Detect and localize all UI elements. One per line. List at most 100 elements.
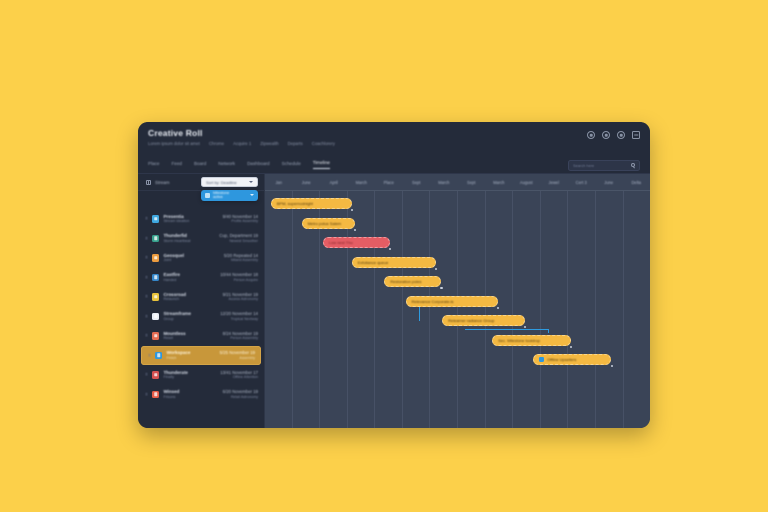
gantt-bar[interactable]: BPM, supernodnight xyxy=(270,198,352,209)
tab-place[interactable]: Place xyxy=(148,160,160,166)
tab-timeline[interactable]: Timeline xyxy=(312,160,330,169)
task-dates: Cup, Department 19 xyxy=(219,233,258,239)
gantt-bar[interactable]: Low nest Thu xyxy=(322,237,391,248)
dependency-node[interactable] xyxy=(353,228,356,231)
drag-handle-icon[interactable]: ⠿ xyxy=(145,391,148,397)
drag-handle-icon[interactable]: ⠿ xyxy=(145,235,148,241)
task-meta-block: 9/21 November 19 Access Astronomy xyxy=(214,292,258,302)
dropdown-option-milestone[interactable]: Milestone active xyxy=(201,189,258,201)
timeline-header: Jan June April March Place Sept March Sept March… xyxy=(265,174,650,191)
nav-bar: Place Feed Board Network Dashboard Sched… xyxy=(138,156,650,174)
drag-handle-icon[interactable]: ⠿ xyxy=(148,352,151,358)
gantt-bar[interactable]: Sec. Milestone tooldrop xyxy=(492,334,572,346)
task-owner: Newest Smoother xyxy=(229,238,258,243)
task-subtitle: Frisons xyxy=(163,394,176,399)
task-row[interactable]: ⠿ Mountless Reset 8/24 November 19 Person As… xyxy=(138,326,264,346)
header-subtitle-2[interactable]: Acquire 1 xyxy=(233,140,252,146)
task-row[interactable]: ⠿ Presentia Stream ideation 9/40 November 1… xyxy=(138,209,264,229)
notification-icon[interactable] xyxy=(587,131,595,139)
task-type-icon xyxy=(151,371,160,379)
task-subtitle: Joint xyxy=(163,258,172,263)
dependency-node[interactable] xyxy=(389,248,392,251)
sort-dropdown-value: Sort by: Deadline xyxy=(206,179,237,185)
gantt-bar[interactable]: Restoration poles xyxy=(384,276,442,287)
task-row[interactable]: ⠿ Eastfire Handed 10/44 November 18 Person A… xyxy=(138,268,264,288)
tab-schedule[interactable]: Schedule xyxy=(281,160,301,166)
drag-handle-icon[interactable]: ⠿ xyxy=(145,372,148,378)
task-type-icon xyxy=(154,351,163,359)
gantt-bar[interactable]: Relevance Corporate-is xyxy=(405,295,498,307)
dependency-node[interactable] xyxy=(610,365,613,368)
drag-handle-icon[interactable]: ⠿ xyxy=(145,294,148,300)
task-row[interactable]: ⠿ Geosquel Joint 5/20 Repeated 14 Miland Ass… xyxy=(138,248,264,268)
task-meta-block: Cup, Department 19 Newest Smoother xyxy=(214,233,258,243)
sort-dropdown[interactable]: Sort by: Deadline xyxy=(201,177,258,187)
dependency-node[interactable] xyxy=(570,345,573,348)
task-text-block: Workspace Finish xyxy=(166,350,207,360)
dependency-node[interactable] xyxy=(496,306,500,309)
gridline xyxy=(458,191,486,428)
search-icon[interactable] xyxy=(630,162,635,168)
drag-handle-icon[interactable]: ⠿ xyxy=(145,255,148,261)
task-row[interactable]: ⠿ Crossroad Relaunch 9/21 November 19 Access… xyxy=(138,287,264,307)
settings-icon[interactable] xyxy=(617,131,625,139)
dependency-node[interactable] xyxy=(440,287,443,290)
task-row[interactable]: ⠿ Streamframe Group 12/20 November 14 Tropic… xyxy=(138,307,264,327)
gantt-bar[interactable]: Relearner radiance Group xyxy=(442,315,525,326)
gantt-bar[interactable]: Exfoliance queue xyxy=(351,256,436,268)
grid-icon[interactable] xyxy=(146,179,151,185)
task-name: Thunderfid xyxy=(163,233,187,239)
task-text-block: Presentia Stream ideation xyxy=(163,214,210,224)
gridline xyxy=(568,191,596,428)
header-subtitle-1[interactable]: Chrome xyxy=(208,140,225,146)
task-meta-block: 9/40 November 14 Profile Assembly xyxy=(214,214,258,224)
dependency-node[interactable] xyxy=(523,326,527,329)
gridline xyxy=(293,191,321,428)
dependency-node[interactable] xyxy=(434,267,437,270)
header-subtitle-row: Lorem ipsum dolor sit amet Chrome Acquir… xyxy=(148,141,640,146)
task-owner: Profile Assembly xyxy=(231,219,258,224)
task-dates: 9/21 November 19 xyxy=(222,291,258,297)
task-owner: Person Assembly xyxy=(230,336,258,341)
task-row[interactable]: ⠿ Thunderfid Storm Heartbeat Cup, Departmen… xyxy=(138,229,264,249)
flag-icon xyxy=(205,192,210,198)
header-subtitle-3[interactable]: Zipwealth xyxy=(260,140,279,146)
task-name: Presentia xyxy=(163,213,184,219)
task-name: Geosquel xyxy=(163,252,184,258)
help-icon[interactable] xyxy=(602,131,610,139)
profile-icon[interactable] xyxy=(632,131,640,139)
task-text-block: Streamframe Group xyxy=(163,311,210,321)
task-owner: Offline Attention xyxy=(232,375,258,380)
tab-network[interactable]: Network xyxy=(218,160,236,166)
task-row[interactable]: ⠿ Workspace Finish 5/25 November 19 Assembly xyxy=(141,345,261,365)
gantt-bar[interactable]: Offline Upsellers xyxy=(532,354,612,365)
tab-dashboard[interactable]: Dashboard xyxy=(247,160,270,166)
gridline xyxy=(265,191,293,428)
dependency-node[interactable] xyxy=(350,209,353,212)
assignee-avatar xyxy=(538,356,545,363)
search-input[interactable]: Search here xyxy=(568,159,640,171)
task-name: Streamframe xyxy=(163,311,191,317)
drag-handle-icon[interactable]: ⠿ xyxy=(145,216,148,222)
gridline xyxy=(430,191,459,428)
drag-handle-icon[interactable]: ⠿ xyxy=(145,274,148,280)
task-type-icon xyxy=(151,234,160,242)
header-subtitle-0: Lorem ipsum dolor sit amet xyxy=(148,140,200,146)
gantt-bar[interactable]: Metro potus Salem xyxy=(301,217,355,229)
task-subtitle: Handed xyxy=(163,277,177,282)
drag-handle-icon[interactable]: ⠿ xyxy=(145,333,148,339)
task-row[interactable]: ⠿ Winsed Frisons 6/20 November 19 Retail Ast… xyxy=(138,385,264,405)
gantt-bar-label: Metro potus Salem xyxy=(307,220,342,226)
gridline xyxy=(348,191,376,428)
timeline-column-label: March xyxy=(493,179,505,185)
drag-handle-icon[interactable]: ⠿ xyxy=(145,313,148,319)
tab-board[interactable]: Board xyxy=(193,160,207,166)
timeline-column-label: June xyxy=(604,179,614,185)
timeline-column-label: Cert 3 xyxy=(575,179,587,185)
task-row[interactable]: ⠿ Thunderate Finally 13/41 November 17 Offli… xyxy=(138,365,264,385)
task-dates: 8/24 November 19 xyxy=(222,330,258,336)
header-subtitle-4[interactable]: Departs xyxy=(287,140,303,146)
header-subtitle-5[interactable]: Coachlorery xyxy=(311,140,335,146)
task-text-block: Geosquel Joint xyxy=(163,253,210,263)
tab-feed[interactable]: Feed xyxy=(171,160,182,166)
